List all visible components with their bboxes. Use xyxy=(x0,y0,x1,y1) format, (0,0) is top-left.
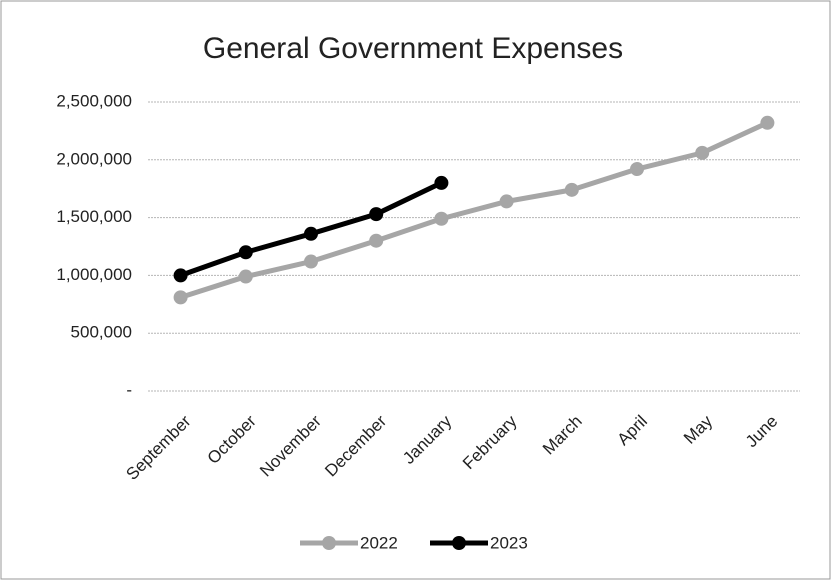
data-point xyxy=(304,254,318,269)
y-tick-label: 1,500,000 xyxy=(56,207,132,226)
data-point xyxy=(369,207,384,222)
data-point xyxy=(695,145,710,160)
legend-marker xyxy=(452,536,466,550)
data-point xyxy=(499,194,514,209)
y-tick-label: 1,000,000 xyxy=(56,265,132,284)
data-point xyxy=(304,226,318,241)
data-point xyxy=(434,211,449,226)
data-point xyxy=(173,268,188,283)
data-point xyxy=(173,290,188,305)
y-tick-label: - xyxy=(126,380,132,399)
data-point xyxy=(434,175,449,190)
series-line xyxy=(179,120,769,300)
legend-marker xyxy=(322,536,336,550)
y-tick-label: 500,000 xyxy=(71,323,132,342)
data-point xyxy=(760,115,775,130)
legend-label: 2022 xyxy=(360,533,398,552)
data-point xyxy=(238,269,253,284)
data-point xyxy=(564,182,579,197)
data-point xyxy=(630,162,644,177)
data-point xyxy=(238,245,253,260)
data-point xyxy=(369,233,384,248)
legend-label: 2023 xyxy=(490,533,528,552)
y-tick-label: 2,000,000 xyxy=(56,149,132,168)
y-tick-label: 2,500,000 xyxy=(56,91,132,110)
chart-title: General Government Expenses xyxy=(203,32,623,65)
